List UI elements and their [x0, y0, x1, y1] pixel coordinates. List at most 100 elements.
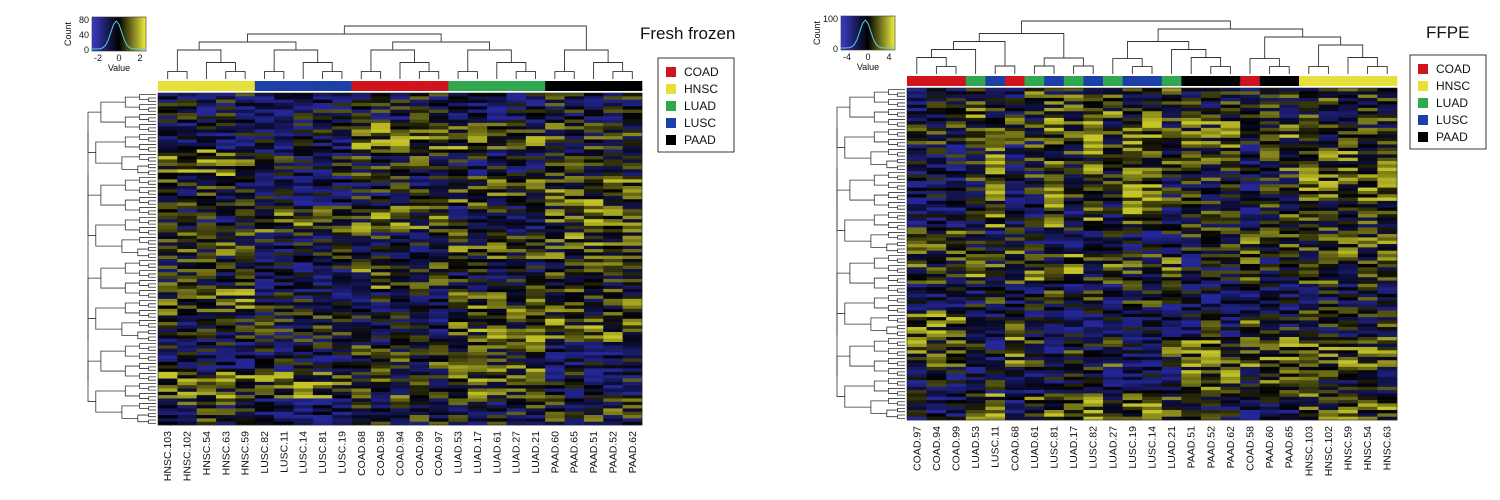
- heatmap-cell: [235, 156, 256, 160]
- heatmap-cell: [1299, 141, 1319, 145]
- heatmap-cell: [1044, 310, 1065, 315]
- heatmap-cell: [254, 361, 275, 366]
- heatmap-cell: [312, 119, 333, 124]
- heatmap-cell: [409, 381, 430, 386]
- heatmap-cell: [196, 388, 217, 393]
- heatmap-cell: [1338, 97, 1359, 102]
- heatmap-cell: [370, 318, 391, 323]
- heatmap-cell: [1240, 327, 1261, 331]
- heatmap-cell: [965, 101, 986, 105]
- heatmap-cell: [467, 202, 488, 207]
- heatmap-cell: [1181, 247, 1202, 251]
- heatmap-cell: [525, 192, 546, 197]
- heatmap-cell: [487, 391, 507, 396]
- heatmap-cell: [158, 335, 178, 339]
- heatmap-cell: [312, 159, 333, 164]
- heatmap-cell: [603, 185, 623, 190]
- heatmap-cell: [429, 109, 449, 114]
- heatmap-cell: [1338, 323, 1359, 328]
- heatmap-cell: [1063, 147, 1084, 152]
- heatmap-cell: [1318, 190, 1339, 195]
- heatmap-cell: [332, 332, 352, 336]
- heatmap-cell: [1103, 303, 1123, 308]
- heatmap-cell: [1240, 356, 1261, 361]
- dendrogram-branch: [897, 371, 905, 376]
- dendrogram-branch: [888, 192, 905, 198]
- heatmap-cell: [274, 235, 294, 240]
- heatmap-cell: [177, 318, 198, 323]
- heatmap-cell: [1220, 297, 1241, 301]
- heatmap-cell: [409, 162, 430, 167]
- heatmap-cell: [1044, 107, 1065, 112]
- heatmap-cell: [196, 348, 217, 353]
- heatmap-cell: [564, 305, 585, 310]
- heatmap-cell: [409, 342, 430, 346]
- heatmap-cell: [254, 259, 275, 263]
- heatmap-cell: [985, 200, 1006, 205]
- heatmap-cell: [1063, 121, 1084, 125]
- group-color-cell: [1024, 76, 1045, 86]
- heatmap-cell: [545, 199, 565, 203]
- heatmap-cell: [235, 259, 256, 263]
- heatmap-cell: [390, 391, 410, 396]
- heatmap-cell: [390, 371, 410, 376]
- heatmap-cell: [1259, 303, 1280, 308]
- heatmap-cell: [467, 342, 488, 346]
- heatmap-cell: [274, 96, 294, 100]
- heatmap-cell: [196, 93, 217, 97]
- dendrogram-branch: [148, 127, 156, 132]
- heatmap-cell: [506, 322, 527, 326]
- heatmap-cell: [429, 385, 449, 389]
- color-key-gradient: [91, 16, 147, 52]
- heatmap-cell: [293, 96, 314, 100]
- heatmap-cell: [1044, 270, 1065, 275]
- heatmap-cell: [965, 220, 986, 225]
- heatmap-cell: [487, 166, 507, 170]
- heatmap-cell: [926, 254, 947, 258]
- heatmap-cell: [1259, 220, 1280, 225]
- heatmap-cell: [235, 355, 256, 359]
- heatmap-cell: [907, 171, 927, 175]
- heatmap-cell: [293, 381, 314, 386]
- heatmap-cell: [254, 358, 275, 363]
- heatmap-cell: [946, 104, 967, 109]
- heatmap-cell: [1259, 240, 1280, 245]
- heatmap-cell: [946, 280, 967, 285]
- heatmap-cell: [525, 385, 546, 389]
- heatmap-cell: [448, 156, 469, 160]
- heatmap-cell: [1181, 131, 1202, 135]
- heatmap-cell: [254, 109, 275, 114]
- heatmap-cell: [274, 172, 294, 177]
- heatmap-cell: [216, 348, 236, 353]
- heatmap-cell: [1161, 204, 1182, 208]
- heatmap-cell: [1318, 104, 1339, 109]
- heatmap-cell: [926, 360, 947, 364]
- heatmap-cell: [1220, 366, 1241, 371]
- heatmap-cell: [158, 385, 178, 389]
- heatmap-cell: [926, 330, 947, 334]
- heatmap-cell: [1063, 267, 1084, 271]
- heatmap-cell: [622, 302, 643, 306]
- heatmap-cell: [1201, 330, 1221, 334]
- heatmap-cell: [1024, 171, 1045, 175]
- column-label: PAAD.65: [569, 431, 581, 474]
- heatmap-cell: [1083, 207, 1104, 212]
- heatmap-cell: [1142, 323, 1163, 328]
- heatmap-cell: [1220, 117, 1241, 122]
- heatmap-cell: [1279, 234, 1300, 238]
- heatmap-cell: [177, 136, 198, 140]
- heatmap-cell: [1063, 91, 1084, 95]
- heatmap-cell: [448, 385, 469, 389]
- heatmap-cell: [1161, 250, 1182, 255]
- heatmap-cell: [390, 295, 410, 300]
- heatmap-cell: [1201, 250, 1221, 255]
- heatmap-cell: [1338, 141, 1359, 145]
- heatmap-cell: [1377, 214, 1398, 218]
- heatmap-cell: [1240, 293, 1261, 298]
- heatmap-cell: [351, 242, 372, 247]
- heatmap-cell: [1318, 227, 1339, 232]
- heatmap-cell: [622, 335, 643, 339]
- heatmap-cell: [1357, 190, 1378, 195]
- heatmap-cell: [1044, 244, 1065, 248]
